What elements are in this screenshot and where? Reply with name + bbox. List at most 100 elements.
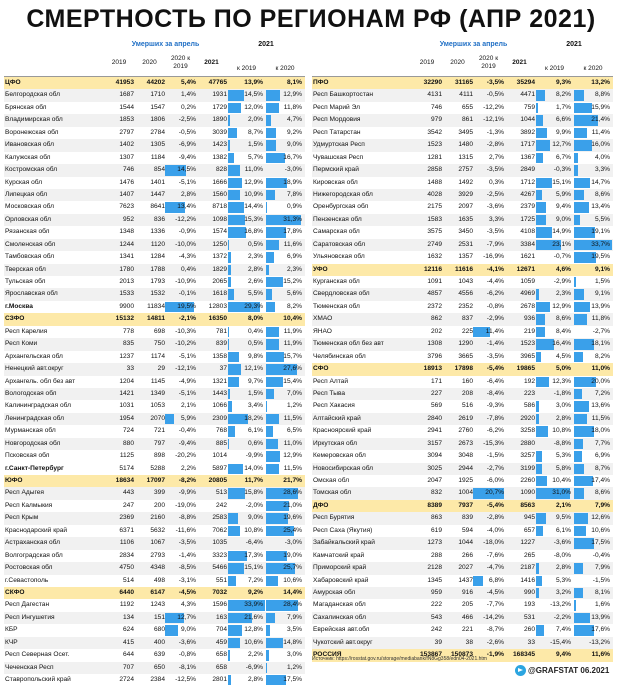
cell-k2019: -1,8% — [536, 388, 573, 400]
pct-2020-vs-2019: -3,1% — [165, 575, 196, 587]
value-k2019: 9,0% — [248, 512, 263, 524]
cell-k2019: 5,9% — [536, 189, 573, 201]
value-2020: 29 — [134, 363, 165, 375]
value-k2019: 18,2% — [244, 413, 263, 425]
value-2020: 639 — [134, 649, 165, 661]
pct-2020-vs-2019: 9,0% — [165, 624, 196, 636]
pct-2020-vs-2019: 14,5% — [165, 164, 196, 176]
value-k2020: 8,6% — [595, 189, 610, 201]
telegram-icon — [515, 665, 526, 676]
pct-text: -7,9% — [487, 241, 504, 248]
value-k2019: 29,3% — [244, 301, 263, 313]
table-header-group: Умерших за апрель 2021 — [4, 38, 305, 51]
value-k2020: 18,9% — [283, 177, 302, 189]
value-2021: 1090 — [504, 487, 535, 499]
value-2019: 32290 — [412, 77, 442, 89]
cell-k2019: 5,5% — [228, 288, 265, 300]
cell-k2020: -2,7% — [574, 326, 612, 338]
region-name: г.Санкт-Петербург — [5, 463, 104, 475]
value-2021: 2309 — [196, 413, 227, 425]
cell-k2020: 10,4% — [266, 313, 304, 325]
pct-2020-vs-2019: -4,1% — [473, 264, 504, 276]
region-name: Чувашская Респ — [313, 152, 412, 164]
bar-k2020 — [574, 165, 578, 175]
cell-k2019: 10,9% — [228, 189, 265, 201]
pct-2020-vs-2019: -9,4% — [165, 152, 196, 164]
pct-2020-vs-2019: -15,3% — [473, 438, 504, 450]
value-2019: 4131 — [412, 89, 442, 101]
pct-text: -3,5% — [487, 353, 504, 360]
region-name: Астраханская обл — [5, 537, 104, 549]
value-2020: 2757 — [442, 164, 473, 176]
cell-k2019: 8,4% — [536, 326, 573, 338]
bar-k2020 — [574, 439, 583, 449]
bar-k2020 — [574, 302, 590, 312]
value-2019: 1308 — [412, 338, 442, 350]
value-2019: 6371 — [104, 525, 134, 537]
value-2021: 2065 — [196, 276, 227, 288]
value-k2019: -13,2% — [550, 599, 571, 611]
value-k2019: 33,9% — [244, 599, 263, 611]
cell-k2020: 21,0% — [266, 500, 304, 512]
pct-text: -2,1% — [179, 315, 196, 322]
value-2020: 1243 — [134, 599, 165, 611]
col-2019: 2019 — [412, 59, 442, 67]
region-name: Иркутская обл — [313, 438, 412, 450]
pct-text: -8,2% — [179, 477, 196, 484]
col-pct: 2020 к 2019 — [165, 55, 196, 71]
pct-2020-vs-2019: -12,5% — [165, 674, 196, 686]
value-2021: 219 — [504, 326, 535, 338]
value-2020: 2760 — [442, 425, 473, 437]
value-2020: 837 — [442, 313, 473, 325]
value-2021: 885 — [196, 438, 227, 450]
cell-k2020: 11,4% — [574, 127, 612, 139]
pct-2020-vs-2019: -12,2% — [165, 214, 196, 226]
bar-k2020 — [266, 202, 267, 212]
value-k2020: 16,7% — [283, 152, 302, 164]
pct-text: -6,2% — [487, 427, 504, 434]
value-2019: 9900 — [104, 301, 134, 313]
value-k2020: 15,7% — [283, 351, 302, 363]
pct-text: 9,0% — [181, 626, 196, 633]
pct-text: -8,7% — [487, 626, 504, 633]
value-2019: 1488 — [412, 177, 442, 189]
bar-k2019 — [228, 563, 244, 573]
value-k2020: 21,4% — [591, 114, 610, 126]
value-k2019: 9,7% — [248, 376, 263, 388]
pct-text: -2,8% — [487, 141, 504, 148]
region-name: Респ Тыва — [313, 388, 412, 400]
value-2020: 2160 — [134, 512, 165, 524]
value-2021: 19865 — [504, 363, 535, 375]
value-k2020: 12,9% — [283, 450, 302, 462]
cell-k2019: 8,2% — [536, 89, 573, 101]
cell-k2020: 18,9% — [266, 177, 304, 189]
value-2019: 18634 — [104, 475, 134, 487]
bar-k2019 — [228, 153, 234, 163]
value-k2019: 2,0% — [248, 114, 263, 126]
value-2019: 880 — [104, 438, 134, 450]
region-name: Саратовская обл — [313, 239, 412, 251]
region-name: г.Москва — [5, 301, 104, 313]
pct-text: -7,7% — [487, 601, 504, 608]
cell-k2020: 12,6% — [574, 512, 612, 524]
bar-k2019 — [228, 526, 240, 536]
value-k2020: -3,0% — [285, 164, 302, 176]
bar-k2019 — [228, 190, 240, 200]
region-name: Респ Алтай — [313, 376, 412, 388]
value-k2019: -0,3% — [554, 164, 571, 176]
value-2021: 658 — [196, 649, 227, 661]
cell-k2020: 8,2% — [574, 351, 612, 363]
cell-k2019: 13,9% — [228, 77, 265, 89]
value-k2019: 13,9% — [244, 77, 263, 89]
value-k2019: 9,9% — [556, 127, 571, 139]
cell-k2019: 0,5% — [228, 338, 265, 350]
value-k2019: 2,8% — [556, 562, 571, 574]
